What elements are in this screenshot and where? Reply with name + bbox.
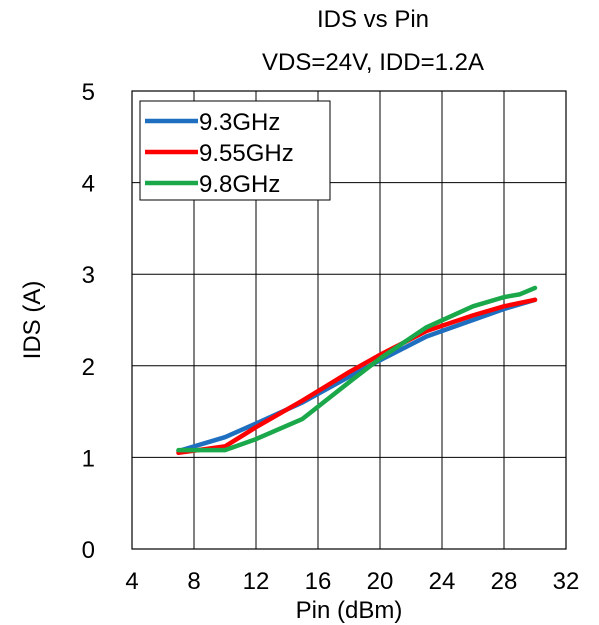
x-axis-label: Pin (dBm) (296, 597, 403, 624)
legend-label-0: 9.3GHz (199, 109, 280, 136)
legend-label-2: 9.8GHz (199, 171, 280, 198)
series-line-2 (176, 285, 538, 453)
series-line-1 (176, 297, 538, 456)
y-tick-label-0: 0 (82, 537, 95, 564)
y-tick-label-5: 5 (82, 79, 95, 106)
x-tick-label-1: 8 (187, 568, 200, 595)
y-tick-label-2: 2 (82, 354, 95, 381)
y-tick-label-1: 1 (82, 445, 95, 472)
y-tick-label-3: 3 (82, 262, 95, 289)
plot-frame (131, 90, 567, 550)
y-axis-label: IDS (A) (19, 281, 46, 360)
x-tick-label-7: 32 (553, 568, 580, 595)
x-tick-label-2: 12 (243, 568, 270, 595)
x-tick-label-4: 20 (367, 568, 394, 595)
legend: 9.3GHz 9.55GHz 9.8GHz (139, 100, 331, 201)
series-lines (176, 285, 538, 456)
legend-label-1: 9.55GHz (199, 140, 294, 167)
x-tick-label-6: 28 (491, 568, 518, 595)
y-tick-label-4: 4 (82, 171, 95, 198)
x-tick-label-5: 24 (429, 568, 456, 595)
chart-title: IDS vs Pin (317, 6, 429, 33)
x-tick-label-0: 4 (125, 568, 138, 595)
x-tick-label-3: 16 (305, 568, 332, 595)
chart-subtitle: VDS=24V, IDD=1.2A (262, 49, 484, 76)
